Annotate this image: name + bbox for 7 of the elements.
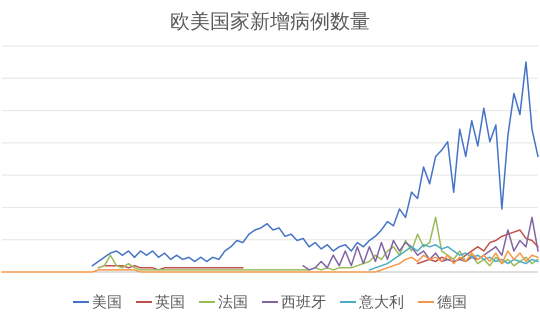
legend-label: 意大利 — [358, 293, 404, 311]
legend-label: 英国 — [155, 293, 185, 311]
chart-title: 欧美国家新增病例数量 — [170, 9, 370, 33]
legend-label: 德国 — [437, 293, 467, 311]
legend-label: 美国 — [92, 293, 122, 311]
legend-label: 法国 — [218, 293, 248, 311]
legend-label: 西班牙 — [281, 293, 326, 311]
